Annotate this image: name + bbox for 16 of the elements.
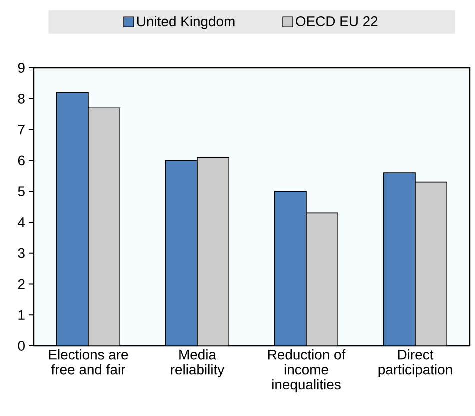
y-tick-label: 7 — [18, 124, 25, 135]
y-tick-label: 1 — [18, 310, 25, 320]
x-tick-label: Direct participation — [378, 350, 452, 378]
y-tick-label: 4 — [18, 218, 26, 228]
x-tick-label: Elections are free and fair — [49, 350, 128, 375]
y-tick-label: 2 — [18, 279, 25, 290]
legend-label: United Kingdom — [138, 16, 235, 30]
y-tick-label: 0 — [18, 341, 25, 351]
y-tick-label: 8 — [18, 94, 25, 104]
y-tick-label: 3 — [18, 248, 25, 258]
x-tick-label: Media reliability — [171, 350, 225, 378]
y-tick-label: 6 — [18, 156, 25, 166]
y-tick-label: 5 — [18, 186, 25, 196]
y-tick-label: 9 — [18, 63, 25, 73]
x-tick-label: Reduction of income inequalities — [268, 350, 346, 392]
legend-label: OECD EU 22 — [296, 16, 378, 26]
